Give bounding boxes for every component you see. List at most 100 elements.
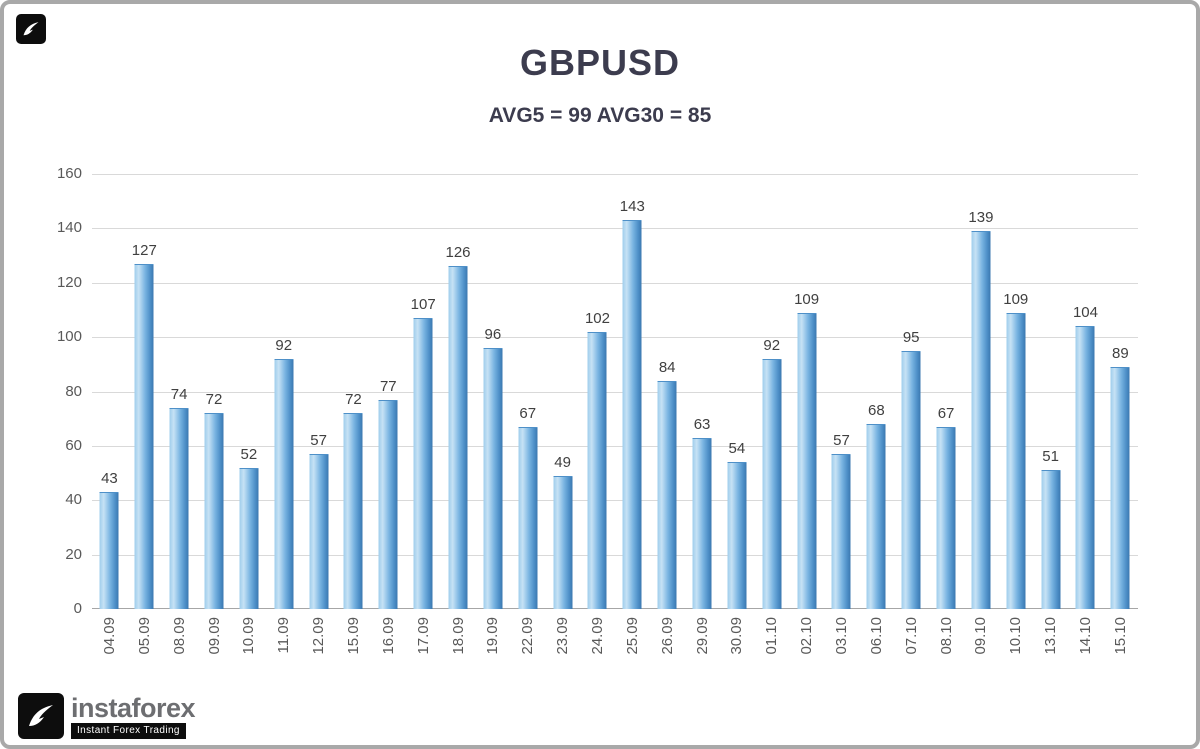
x-axis-label: 15.09	[344, 617, 362, 655]
x-axis-slot: 15.09	[336, 617, 371, 709]
x-axis-slot: 30.09	[719, 617, 754, 709]
x-axis-slot: 09.09	[197, 617, 232, 709]
bar-slot: 92	[754, 174, 789, 609]
bar-value-label: 92	[763, 336, 781, 354]
bar-value-label: 43	[101, 470, 118, 488]
bar-slot: 102	[580, 174, 615, 609]
bar-slot: 52	[231, 174, 266, 609]
bar-value-label: 143	[619, 198, 645, 216]
bar-slot: 68	[859, 174, 894, 609]
gridline	[92, 391, 1138, 393]
bar-value-label: 54	[728, 440, 746, 458]
bar	[413, 318, 433, 609]
instaforex-swoosh-icon	[23, 22, 39, 36]
bar	[448, 266, 468, 609]
bar-slot: 51	[1033, 174, 1068, 609]
bar-value-label: 107	[410, 296, 436, 314]
bar-value-label: 139	[968, 209, 994, 227]
x-axis-label: 04.09	[100, 617, 118, 655]
bar	[657, 380, 677, 609]
x-axis-slot: 01.10	[754, 617, 789, 709]
y-axis-tick-label: 140	[56, 219, 82, 237]
bar-value-label: 72	[205, 391, 223, 409]
bar	[762, 358, 782, 609]
bar-slot: 104	[1068, 174, 1103, 609]
bar	[831, 454, 851, 609]
x-axis-label: 10.10	[1007, 617, 1025, 655]
bar	[1110, 367, 1130, 609]
x-axis-slot: 14.10	[1068, 617, 1103, 709]
bar-slot: 72	[197, 174, 232, 609]
gridline	[92, 445, 1138, 447]
bar	[622, 220, 642, 609]
gridline	[92, 500, 1138, 502]
x-axis-slot: 13.10	[1033, 617, 1068, 709]
bar-slot: 54	[719, 174, 754, 609]
bar-value-label: 92	[275, 336, 293, 354]
x-axis-label: 10.09	[240, 617, 258, 655]
y-axis-tick-label: 120	[56, 273, 82, 291]
x-axis-slot: 09.10	[963, 617, 998, 709]
bar	[169, 407, 189, 609]
x-axis-label: 09.10	[972, 617, 990, 655]
x-axis-slot: 08.10	[929, 617, 964, 709]
y-axis-tick-label: 0	[73, 600, 82, 617]
bar	[1006, 312, 1026, 609]
y-axis-tick-label: 80	[65, 382, 82, 400]
gridline	[92, 282, 1138, 284]
bar-value-label: 126	[445, 244, 471, 262]
bar-value-label: 63	[693, 415, 711, 433]
gridline	[92, 228, 1138, 230]
bar	[1075, 326, 1095, 609]
x-axis-label: 19.09	[484, 617, 502, 655]
y-axis-tick-label: 100	[56, 328, 82, 346]
x-axis: 04.09 05.09 08.09 09.09 10.09 11.09 12.09 15.09…	[92, 617, 1138, 709]
bar	[483, 348, 503, 609]
x-axis-label: 08.10	[937, 617, 955, 655]
x-axis-label: 22.09	[519, 617, 537, 655]
x-axis-slot: 23.09	[545, 617, 580, 709]
x-axis-label: 14.10	[1076, 617, 1094, 655]
x-axis-line	[92, 608, 1138, 609]
bar-value-label: 74	[170, 385, 188, 403]
bar-slot: 127	[127, 174, 162, 609]
bar-value-label: 77	[379, 377, 397, 395]
bar-slot: 49	[545, 174, 580, 609]
bar-value-label: 109	[794, 290, 820, 308]
bar	[309, 454, 329, 609]
y-axis-tick-label: 20	[65, 545, 82, 563]
bar	[971, 231, 991, 609]
bar	[204, 413, 224, 609]
bar-slot: 143	[615, 174, 650, 609]
bar	[727, 462, 747, 609]
x-axis-label: 03.10	[832, 617, 850, 655]
bar	[587, 331, 607, 609]
bar-slot: 67	[510, 174, 545, 609]
bar	[239, 467, 259, 609]
x-axis-slot: 10.09	[231, 617, 266, 709]
x-axis-slot: 11.09	[266, 617, 301, 709]
x-axis-slot: 17.09	[406, 617, 441, 709]
instaforex-logo-icon	[18, 693, 64, 739]
bar-value-label: 104	[1072, 304, 1098, 322]
bar	[901, 350, 921, 609]
x-axis-label: 15.10	[1111, 617, 1129, 655]
bar-value-label: 84	[658, 358, 676, 376]
bar-slot: 109	[998, 174, 1033, 609]
x-axis-slot: 03.10	[824, 617, 859, 709]
bar-slot: 95	[894, 174, 929, 609]
bar-value-label: 57	[833, 432, 850, 450]
x-axis-slot: 12.09	[301, 617, 336, 709]
bar-slot: 57	[824, 174, 859, 609]
bar	[936, 426, 956, 609]
bar-value-label: 57	[310, 432, 327, 450]
y-axis-tick-label: 160	[56, 165, 82, 182]
chart-title: GBPUSD	[519, 42, 681, 83]
bar-value-label: 49	[554, 453, 571, 471]
bar-slot: 72	[336, 174, 371, 609]
x-axis-slot: 29.09	[685, 617, 720, 709]
x-axis-label: 16.09	[379, 617, 397, 655]
x-axis-slot: 06.10	[859, 617, 894, 709]
x-axis-slot: 02.10	[789, 617, 824, 709]
